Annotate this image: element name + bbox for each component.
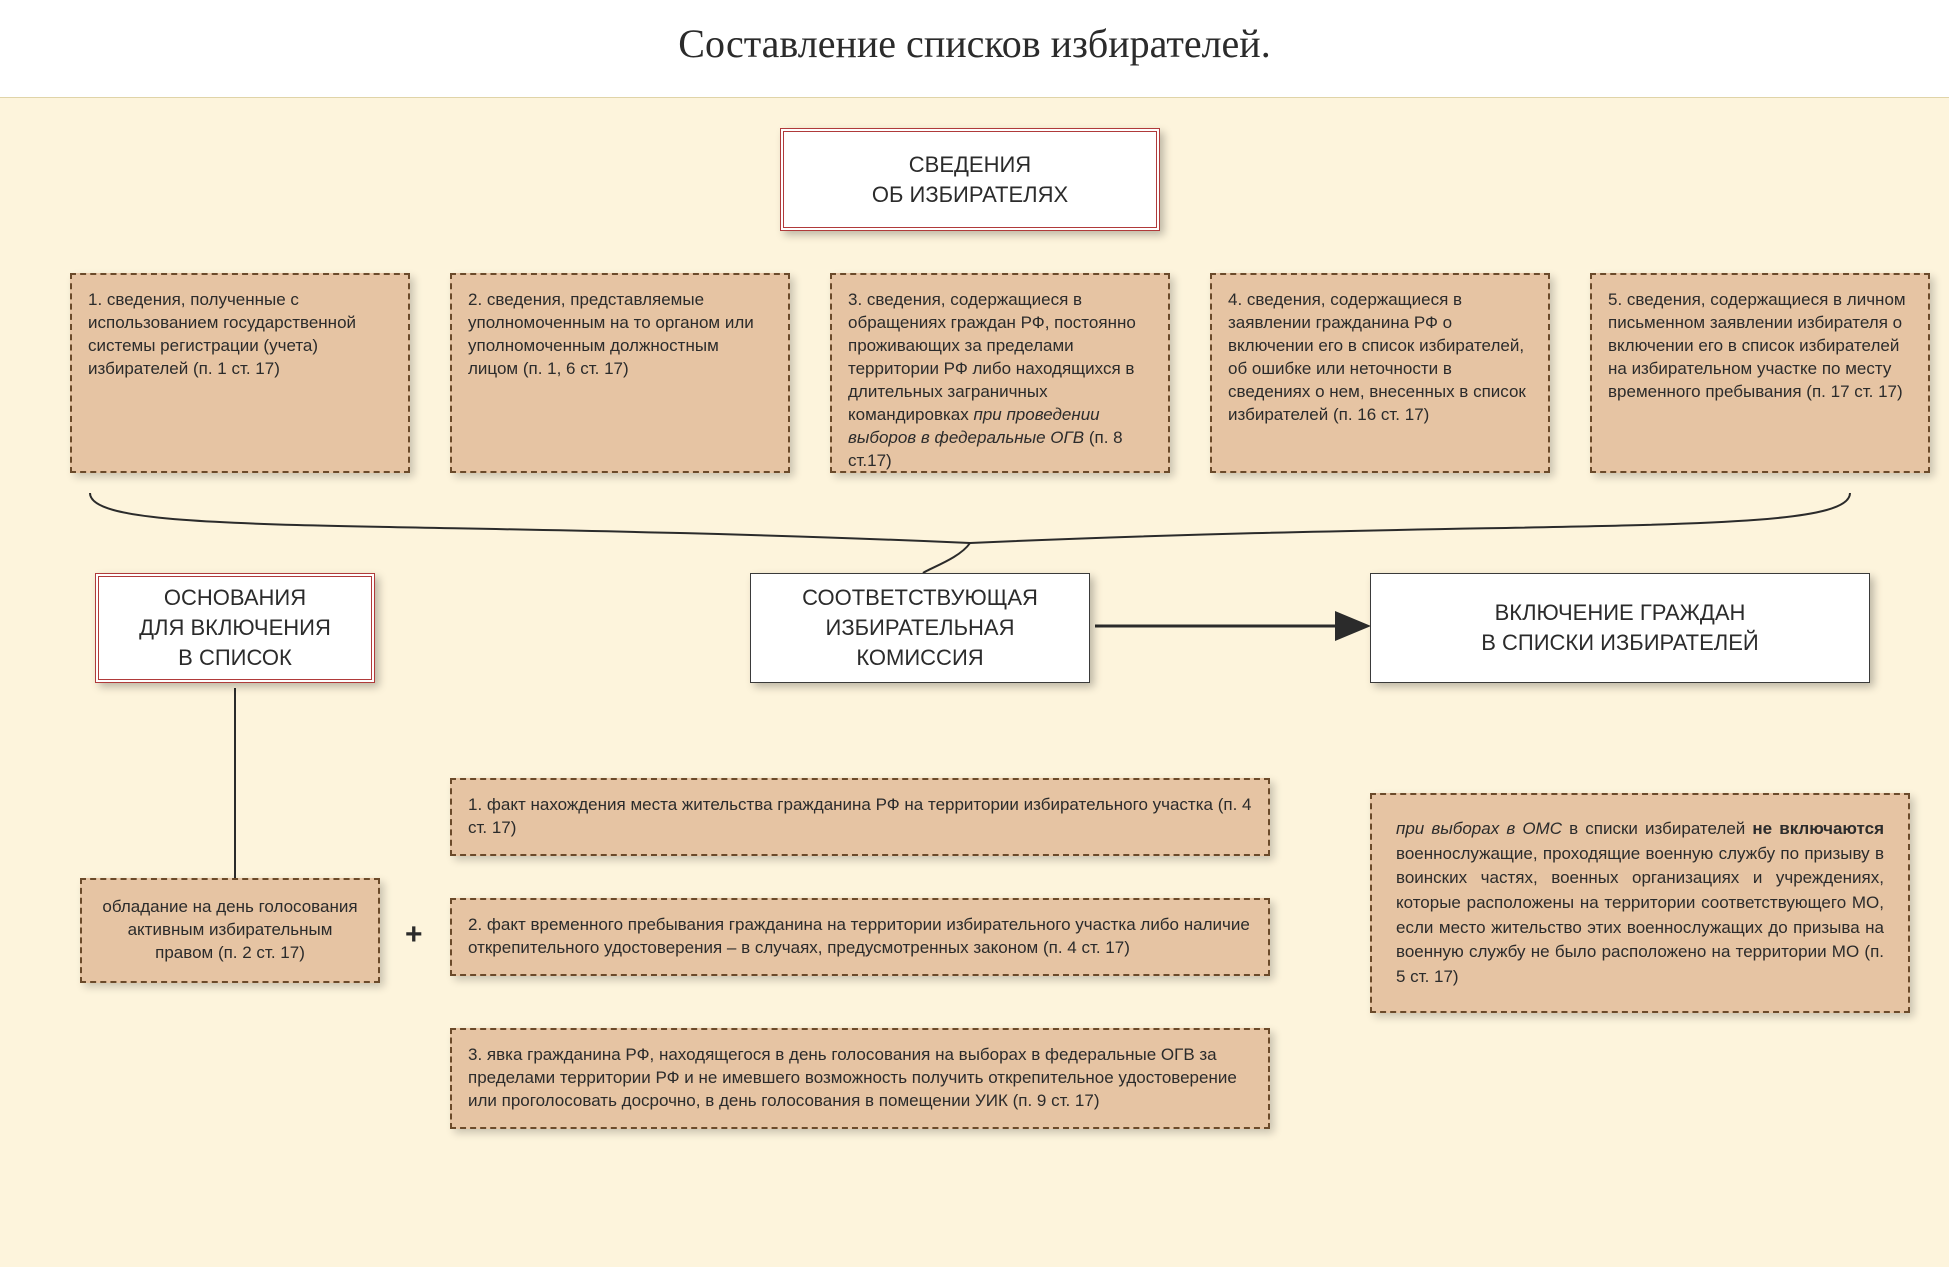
page-title: Составление списков избирателей.	[0, 0, 1949, 97]
grounds-line2: ДЛЯ ВКЛЮЧЕНИЯ	[139, 613, 331, 643]
note-mid1: в списки избирателей	[1562, 819, 1752, 838]
info-box-2: 2. сведения, представляемые уполномоченн…	[450, 273, 790, 473]
fact-3-text: 3. явка гражданина РФ, находящегося в де…	[468, 1045, 1237, 1110]
info-box-5: 5. сведения, содержащиеся в личном письм…	[1590, 273, 1930, 473]
note-box: при выборах в ОМС в списки избирателей н…	[1370, 793, 1910, 1013]
note-bold: не включаются	[1752, 819, 1884, 838]
info-box-5-text: 5. сведения, содержащиеся в личном письм…	[1608, 290, 1906, 401]
inclusion-line1: ВКЛЮЧЕНИЕ ГРАЖДАН	[1481, 598, 1758, 628]
commission-line2: ИЗБИРАТЕЛЬНАЯ	[802, 613, 1038, 643]
top-box-line1: СВЕДЕНИЯ	[804, 150, 1136, 180]
inclusion-line2: В СПИСКИ ИЗБИРАТЕЛЕЙ	[1481, 628, 1758, 658]
inclusion-box: ВКЛЮЧЕНИЕ ГРАЖДАН В СПИСКИ ИЗБИРАТЕЛЕЙ	[1370, 573, 1870, 683]
info-box-1: 1. сведения, полученные с использованием…	[70, 273, 410, 473]
info-box-3: 3. сведения, содержащиеся в обращениях г…	[830, 273, 1170, 473]
fact-2-text: 2. факт временного пребывания гражданина…	[468, 915, 1250, 957]
note-tail: военнослужащие, проходящие военную служб…	[1396, 844, 1884, 986]
fact-box-2: 2. факт временного пребывания гражданина…	[450, 898, 1270, 976]
fact-box-1: 1. факт нахождения места жительства граж…	[450, 778, 1270, 856]
plus-sign: +	[405, 918, 423, 952]
note-em: при выборах в ОМС	[1396, 819, 1562, 838]
commission-line3: КОМИССИЯ	[802, 643, 1038, 673]
condition-box: обладание на день голосования активным и…	[80, 878, 380, 983]
grounds-box: ОСНОВАНИЯ ДЛЯ ВКЛЮЧЕНИЯ В СПИСОК	[95, 573, 375, 683]
commission-box: СООТВЕТСТВУЮЩАЯ ИЗБИРАТЕЛЬНАЯ КОМИССИЯ	[750, 573, 1090, 683]
grounds-line3: В СПИСОК	[139, 643, 331, 673]
info-box-4: 4. сведения, содержащиеся в заявлении гр…	[1210, 273, 1550, 473]
top-box-line2: ОБ ИЗБИРАТЕЛЯХ	[804, 180, 1136, 210]
info-box-1-text: 1. сведения, полученные с использованием…	[88, 290, 356, 378]
info-box-2-text: 2. сведения, представляемые уполномоченн…	[468, 290, 754, 378]
fact-1-text: 1. факт нахождения места жительства граж…	[468, 795, 1251, 837]
info-box-4-text: 4. сведения, содержащиеся в заявлении гр…	[1228, 290, 1526, 424]
condition-text: обладание на день голосования активным и…	[102, 897, 357, 962]
fact-box-3: 3. явка гражданина РФ, находящегося в де…	[450, 1028, 1270, 1129]
info-box-3-text-a: 3. сведения, содержащиеся в обращениях г…	[848, 290, 1136, 424]
commission-line1: СООТВЕТСТВУЮЩАЯ	[802, 583, 1038, 613]
diagram-canvas: СВЕДЕНИЯ ОБ ИЗБИРАТЕЛЯХ 1. сведения, пол…	[0, 97, 1949, 1267]
grounds-line1: ОСНОВАНИЯ	[139, 583, 331, 613]
top-box-voter-info: СВЕДЕНИЯ ОБ ИЗБИРАТЕЛЯХ	[780, 128, 1160, 231]
